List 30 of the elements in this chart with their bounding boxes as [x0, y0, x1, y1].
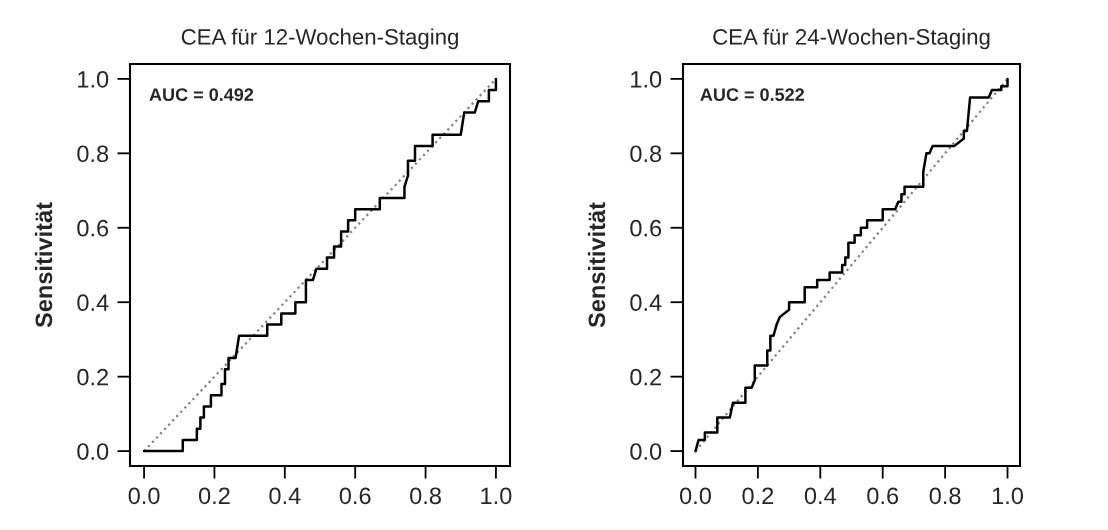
y-tick-label: 0.6 — [630, 219, 662, 237]
y-tick-label: 0.2 — [77, 368, 108, 386]
x-tick-label: 0.0 — [679, 487, 711, 505]
x-tick-label: 0.8 — [410, 487, 441, 505]
x-tick-label: 0.2 — [742, 487, 774, 505]
y-tick-label: 0.8 — [77, 145, 109, 163]
y-tick-label: 0.4 — [630, 294, 662, 312]
x-tick-label: 0.6 — [867, 487, 899, 505]
y-tick-label: 1.0 — [78, 70, 109, 88]
x-tick-label: 0.0 — [128, 487, 160, 505]
x-tick-label: 0.6 — [339, 487, 371, 505]
y-tick-label: 0.0 — [77, 443, 109, 460]
chart-title: CEA für 12-Wochen-Staging — [181, 28, 458, 50]
y-tick-label: 0.4 — [77, 294, 109, 312]
annotation: AUC = 0.522 — [700, 88, 804, 102]
y-tick-label: 0.8 — [630, 145, 662, 163]
y-axis-title: Sensitivität — [34, 202, 53, 328]
y-tick-label: 0.6 — [77, 219, 109, 237]
x-tick-label: 1.0 — [481, 487, 512, 505]
x-tick-label: 0.2 — [198, 487, 230, 505]
y-axis-title: Sensitivität — [587, 202, 606, 328]
y-tick-label: 0.0 — [630, 443, 662, 460]
x-tick-label: 1.0 — [992, 487, 1024, 505]
y-tick-label: 1.0 — [631, 70, 662, 88]
y-tick-label: 0.2 — [630, 368, 661, 386]
x-tick-label: 0.4 — [804, 487, 837, 505]
x-tick-label: 0.8 — [929, 487, 961, 505]
annotation: AUC = 0.492 — [149, 88, 254, 102]
chart-title: CEA für 24-Wochen-Staging — [713, 28, 990, 50]
x-tick-label: 0.4 — [269, 487, 301, 505]
